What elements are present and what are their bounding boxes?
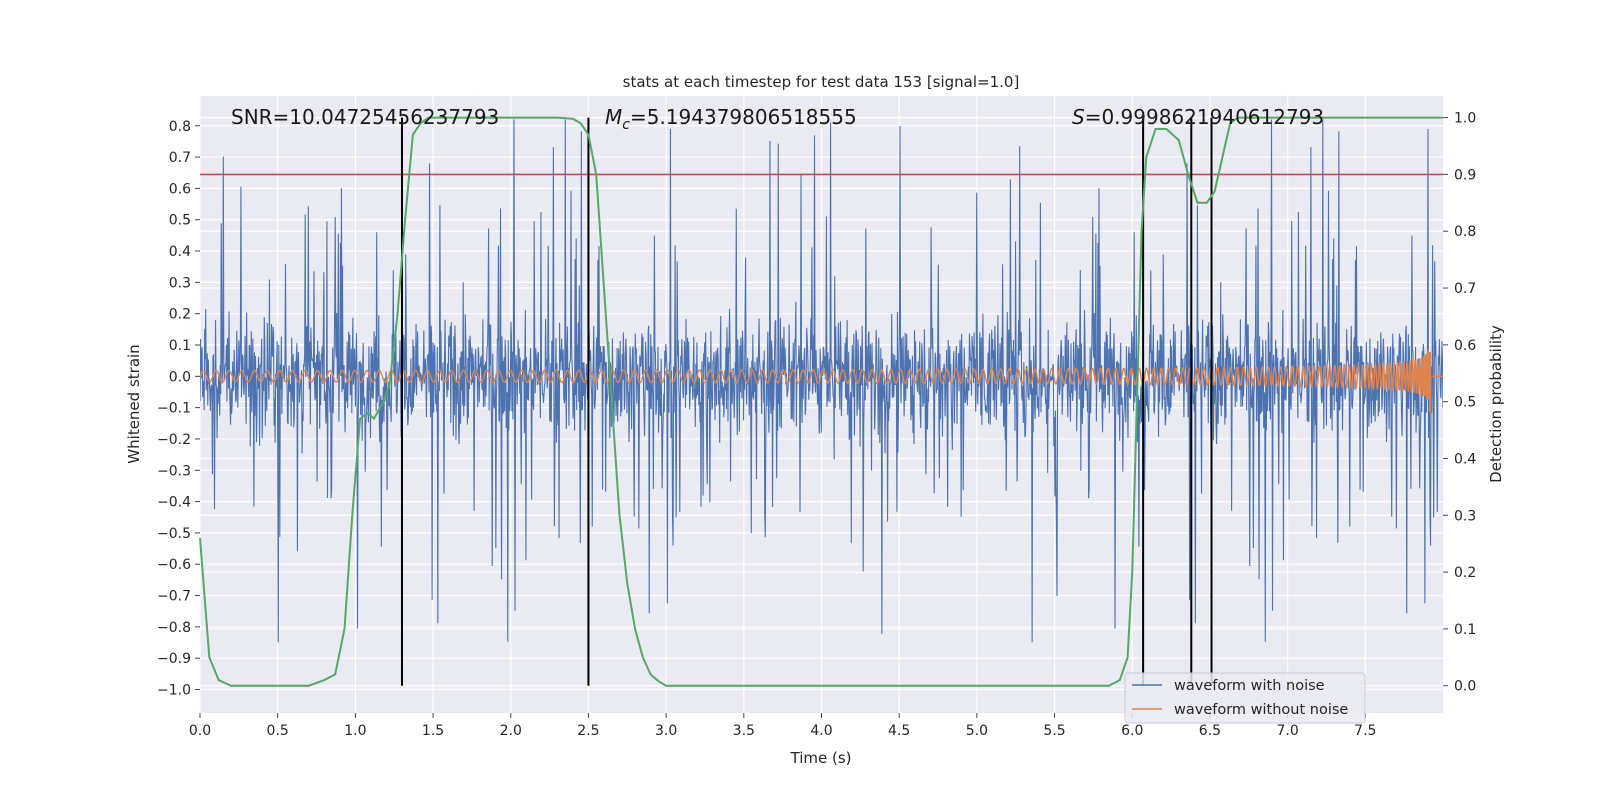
y-tick-label: −0.8 (157, 620, 191, 636)
x-tick-label: 3.0 (655, 723, 677, 739)
x-tick-label: 3.5 (733, 723, 755, 739)
y-tick-label: −0.4 (157, 495, 191, 511)
s-value: =0.9998621940612793 (1085, 105, 1324, 129)
y-tick-label: −1.0 (157, 683, 191, 699)
y-tick-label: −0.5 (157, 526, 191, 542)
y-tick-label: 0.5 (169, 213, 191, 229)
chart-title: stats at each timestep for test data 153… (623, 73, 1020, 91)
y-tick-label: 0.3 (169, 275, 191, 291)
y2-tick-label: 0.4 (1454, 451, 1476, 467)
x-tick-label: 2.0 (500, 723, 522, 739)
x-tick-label: 5.0 (966, 723, 988, 739)
y-tick-label: −0.1 (157, 401, 191, 417)
series-layer (200, 119, 1443, 643)
series-waveform-with-noise (200, 119, 1443, 643)
y2-tick-label: 1.0 (1454, 111, 1476, 127)
y2-tick-label: 0.5 (1454, 395, 1476, 411)
y-tick-label: −0.9 (157, 651, 191, 667)
y-tick-label: 0.1 (169, 338, 191, 354)
y-tick-label: 0.6 (169, 181, 191, 197)
y-axis-label: Whitened strain (125, 344, 143, 463)
y-tick-label: −0.2 (157, 432, 191, 448)
snr-s-annotation: S=0.9998621940612793 (1072, 105, 1324, 129)
y-tick-label: 0.4 (169, 244, 191, 260)
y2-tick-label: 0.6 (1454, 338, 1476, 354)
series-detection-probability (199, 116, 1443, 687)
x-tick-label: 0.5 (267, 723, 289, 739)
x-tick-label: 5.5 (1043, 723, 1065, 739)
legend-label-noise: waveform with noise (1174, 678, 1325, 694)
y-tick-label: 0.2 (169, 307, 191, 323)
x-tick-label: 6.5 (1199, 723, 1221, 739)
y2-tick-label: 0.1 (1454, 622, 1476, 638)
x-tick-label: 1.0 (344, 723, 366, 739)
y2-axis-label: Detection probability (1487, 325, 1505, 483)
x-tick-label: 7.5 (1354, 723, 1376, 739)
y-tick-label: −0.7 (157, 589, 191, 605)
axis-ticks: −1.0 −0.9 −0.8 −0.7 −0.6 −0.5 −0.4 −0.3 −0.2 −0.1… (157, 111, 1476, 739)
x-tick-label: 2.5 (577, 723, 599, 739)
legend-box (1124, 672, 1366, 724)
y-tick-label: 0.0 (169, 369, 191, 385)
x-tick-label: 1.5 (422, 723, 444, 739)
y-tick-label: −0.6 (157, 557, 191, 573)
y-tick-label: 0.7 (169, 150, 191, 166)
x-tick-label: 7.0 (1276, 723, 1298, 739)
y-tick-label: 0.8 (169, 119, 191, 135)
overlay-layer (199, 116, 1443, 687)
legend: waveform with noise waveform without noi… (1124, 672, 1366, 724)
y-tick-label: −0.3 (157, 463, 191, 479)
y2-tick-label: 0.0 (1454, 679, 1476, 695)
y2-tick-label: 0.8 (1454, 224, 1476, 240)
x-tick-label: 0.0 (189, 723, 211, 739)
chirp-mass-annotation: Mc=5.194379806518555 (605, 105, 857, 133)
snr-annotation: SNR=10.04725456237793 (231, 105, 499, 129)
x-axis-label: Time (s) (790, 749, 852, 767)
y2-tick-label: 0.2 (1454, 565, 1476, 581)
y2-tick-label: 0.7 (1454, 281, 1476, 297)
x-tick-label: 4.0 (810, 723, 832, 739)
legend-label-clean: waveform without noise (1174, 702, 1348, 718)
y2-tick-label: 0.9 (1454, 167, 1476, 183)
x-tick-label: 4.5 (888, 723, 910, 739)
series-waveform-without-noise (200, 349, 1443, 414)
chirp-mass-value: =5.194379806518555 (630, 105, 857, 129)
y2-tick-label: 0.3 (1454, 508, 1476, 524)
x-tick-label: 6.0 (1121, 723, 1143, 739)
